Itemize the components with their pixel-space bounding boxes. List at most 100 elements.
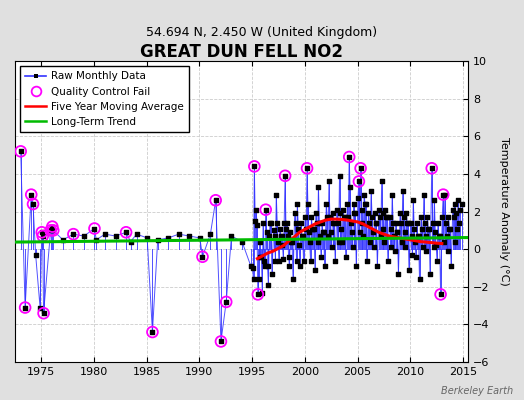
Point: [363, 257, 371, 264]
Point: [265, 233, 274, 239]
Point: [293, 201, 301, 207]
Point: [269, 227, 278, 234]
Point: [453, 225, 462, 232]
Point: [334, 238, 343, 245]
Point: [281, 173, 289, 179]
Point: [277, 233, 285, 239]
Point: [69, 231, 78, 237]
Point: [330, 220, 339, 226]
Point: [449, 206, 457, 213]
Point: [257, 254, 266, 260]
Point: [351, 210, 359, 217]
Point: [283, 233, 292, 239]
Point: [254, 291, 262, 298]
Point: [314, 184, 323, 190]
Point: [368, 214, 376, 220]
Point: [249, 276, 258, 282]
Point: [112, 233, 120, 239]
Point: [315, 220, 324, 226]
Point: [355, 178, 363, 185]
Point: [343, 201, 352, 207]
Point: [345, 154, 353, 160]
Point: [280, 220, 288, 226]
Point: [270, 233, 279, 239]
Point: [174, 231, 183, 237]
Point: [298, 233, 306, 239]
Point: [217, 338, 225, 345]
Point: [433, 257, 441, 264]
Point: [401, 244, 410, 250]
Point: [323, 214, 332, 220]
Point: [285, 263, 293, 269]
Point: [394, 229, 402, 236]
Point: [310, 225, 318, 232]
Point: [47, 227, 55, 234]
Point: [291, 220, 300, 226]
Point: [21, 304, 29, 311]
Point: [311, 267, 319, 273]
Point: [387, 244, 396, 250]
Point: [279, 256, 288, 262]
Point: [356, 165, 365, 172]
Point: [316, 233, 324, 239]
Point: [302, 225, 310, 232]
Point: [212, 197, 220, 204]
Point: [420, 192, 428, 198]
Point: [261, 263, 269, 269]
Point: [319, 229, 327, 236]
Point: [122, 229, 130, 236]
Point: [424, 225, 432, 232]
Point: [250, 163, 258, 170]
Point: [350, 210, 358, 217]
Point: [352, 263, 361, 269]
Point: [27, 192, 36, 198]
Point: [398, 238, 406, 245]
Point: [90, 225, 99, 232]
Point: [444, 214, 453, 220]
Point: [380, 238, 388, 245]
Point: [304, 229, 313, 236]
Point: [90, 225, 99, 232]
Point: [250, 163, 258, 170]
Title: GREAT DUN FELL NO2: GREAT DUN FELL NO2: [140, 43, 343, 61]
Point: [256, 254, 265, 260]
Point: [429, 244, 438, 250]
Point: [286, 229, 294, 236]
Point: [436, 291, 445, 298]
Point: [282, 220, 291, 226]
Point: [454, 197, 462, 204]
Point: [422, 248, 431, 254]
Point: [445, 225, 453, 232]
Point: [429, 220, 437, 226]
Point: [307, 257, 315, 264]
Point: [294, 225, 302, 232]
Point: [338, 238, 346, 245]
Point: [456, 206, 464, 213]
Point: [455, 220, 463, 226]
Point: [389, 220, 397, 226]
Point: [297, 220, 305, 226]
Point: [439, 192, 447, 198]
Point: [399, 214, 408, 220]
Point: [39, 233, 47, 239]
Point: [296, 263, 304, 269]
Point: [39, 310, 48, 316]
Point: [377, 178, 386, 185]
Point: [384, 257, 392, 264]
Point: [434, 220, 442, 226]
Point: [185, 233, 193, 239]
Point: [333, 206, 341, 213]
Point: [408, 252, 417, 258]
Point: [195, 235, 204, 241]
Point: [430, 197, 439, 204]
Point: [361, 201, 369, 207]
Point: [376, 214, 384, 220]
Point: [402, 210, 410, 217]
Point: [326, 229, 335, 236]
Point: [382, 214, 390, 220]
Point: [261, 206, 270, 213]
Point: [452, 210, 461, 217]
Legend: Raw Monthly Data, Quality Control Fail, Five Year Moving Average, Long-Term Tren: Raw Monthly Data, Quality Control Fail, …: [20, 66, 189, 132]
Point: [278, 242, 287, 249]
Point: [396, 210, 405, 217]
